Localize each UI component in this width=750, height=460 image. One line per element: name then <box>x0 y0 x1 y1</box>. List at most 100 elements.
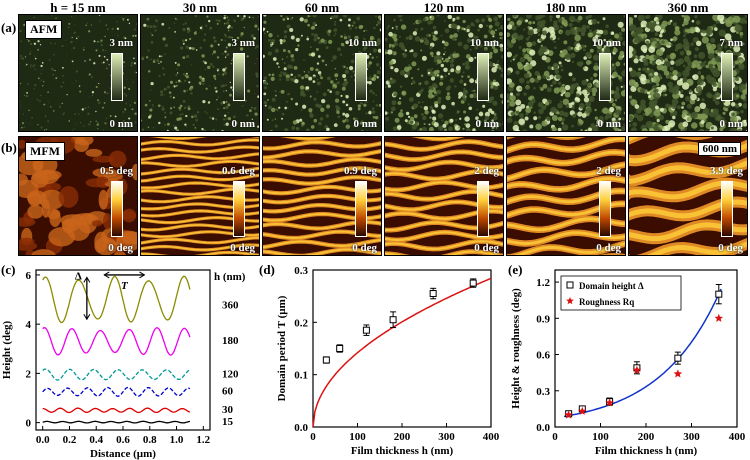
series-30-line <box>42 407 191 414</box>
mfm-image-1: 0.5 deg 0 deg MFM <box>18 136 138 256</box>
afm-min-label: 0 nm <box>353 118 377 130</box>
height-roughness-chart: 0 100 200 300 400 0.0 0.3 0.6 0.9 1.2 Domain heigh… <box>510 269 746 457</box>
mfm-min-label: 0 deg <box>230 242 255 254</box>
x-axis-label: Film thickness h (nm) <box>595 445 698 457</box>
legend-title: h (nm) <box>214 271 246 283</box>
mfm-min-label: 0 deg <box>474 242 499 254</box>
x-tick-label: 400 <box>483 431 500 443</box>
series-30-label: 30 <box>222 404 234 416</box>
y-tick-label: 0.1 <box>294 370 308 382</box>
height-point <box>674 354 682 362</box>
afm-max-label: 10 nm <box>591 37 621 49</box>
afm-min-label: 0 nm <box>475 118 499 130</box>
panel-d-label: (d) <box>259 262 275 277</box>
mfm-min-label: 0 deg <box>596 242 621 254</box>
x-tick-label: 200 <box>638 431 655 443</box>
y-axis-label: Domain period T (µm) <box>276 295 288 401</box>
data-point <box>429 290 437 298</box>
mfm-image-5: 2 deg 0 deg <box>506 136 626 256</box>
afm-image-2: 3 nm 0 nm <box>140 14 260 132</box>
header-h120: 120 nm <box>423 0 465 15</box>
afm-image-4: 10 nm 0 nm <box>384 14 504 132</box>
mfm-max-label: 2 deg <box>474 165 499 177</box>
data-point <box>362 326 370 334</box>
height-point <box>715 290 723 298</box>
y-tick-label: 0.9 <box>536 313 550 325</box>
series-15-line <box>42 420 191 424</box>
mfm-max-label: 2 deg <box>596 165 621 177</box>
afm-min-label: 0 nm <box>109 118 133 130</box>
mfm-max-label: 0.9 deg <box>344 165 377 177</box>
y-axis-label: Height & roughness (deg) <box>510 288 522 409</box>
x-axis-label: Distance (µm) <box>90 448 156 460</box>
y-tick-label: 6 <box>26 270 32 282</box>
afm-colorbar <box>477 53 489 101</box>
roughness-point <box>673 369 683 378</box>
x-tick-label: 0.4 <box>89 434 103 446</box>
afm-max-label: 3 nm <box>231 37 255 49</box>
afm-colorbar <box>599 53 611 101</box>
series-120-line <box>42 368 191 381</box>
x-tick-label: 300 <box>683 431 700 443</box>
afm-colorbar <box>355 53 367 101</box>
afm-colorbar <box>721 53 733 101</box>
x-tick-label: 400 <box>729 431 746 443</box>
roughness-point <box>605 398 614 407</box>
x-tick-label: 300 <box>438 431 455 443</box>
y-axis-label: Height (deg) <box>1 320 13 379</box>
mfm-image-3: 0.9 deg 0 deg <box>262 136 382 256</box>
panel-b-label: (b) <box>1 140 17 155</box>
afm-image-6: 7 nm 0 nm <box>628 14 748 132</box>
mfm-max-label: 0.6 deg <box>222 165 255 177</box>
y-tick-label: 4 <box>26 319 32 331</box>
series-120-label: 120 <box>222 368 239 380</box>
data-point <box>469 279 477 287</box>
y-tick-label: 0.0 <box>294 422 308 434</box>
data-point <box>389 316 397 324</box>
mfm-colorbar <box>233 181 245 237</box>
afm-max-label: 10 nm <box>469 37 499 49</box>
roughness-point <box>632 365 642 374</box>
legend-box <box>560 275 682 311</box>
height-profile-chart: 0.0 0.2 0.4 0.6 0.8 1.0 1.2 0 2 4 6 360 180 120 60 3015… <box>1 269 246 460</box>
mfm-image-2: 0.6 deg 0 deg <box>140 136 260 256</box>
header-h180: 180 nm <box>545 0 587 15</box>
mfm-colorbar <box>355 181 367 237</box>
afm-max-label: 3 nm <box>109 37 133 49</box>
header-h360: 360 nm <box>667 0 709 15</box>
afm-image-5: 10 nm 0 nm <box>506 14 626 132</box>
y-tick-label: 0.6 <box>536 350 550 362</box>
x-tick-label: 0.6 <box>116 434 130 446</box>
x-tick-label: 0.2 <box>63 434 77 446</box>
mfm-colorbar <box>721 181 733 237</box>
afm-min-label: 0 nm <box>597 118 621 130</box>
mfm-colorbar <box>599 181 611 237</box>
roughness-point <box>578 406 587 415</box>
delta-annotation: Δ <box>75 270 82 282</box>
header-h30: 30 nm <box>182 0 218 15</box>
x-axis-label: Film thickness h (nm) <box>351 445 454 457</box>
roughness-point <box>714 313 724 322</box>
mfm-max-label: 3.9 deg <box>710 165 743 177</box>
x-tick-label: 200 <box>394 431 411 443</box>
fit-curve <box>312 277 492 428</box>
mfm-min-label: 0 deg <box>108 242 133 254</box>
afm-image-3: 10 nm 0 nm <box>262 14 382 132</box>
afm-colorbar <box>111 53 123 101</box>
scale-bar-label: 600 nm <box>698 142 741 156</box>
panel-e-label: (e) <box>508 262 523 277</box>
afm-colorbar <box>233 53 245 101</box>
x-tick-label: 1.2 <box>196 434 210 446</box>
data-point <box>336 345 344 352</box>
x-tick-label: 1.0 <box>170 434 184 446</box>
period-annotation: T <box>121 280 129 292</box>
series-360-label: 360 <box>222 299 239 311</box>
header-h60: 60 nm <box>304 0 340 15</box>
series-60-label: 60 <box>222 386 234 398</box>
series-180-line <box>42 326 191 356</box>
series-60-line <box>42 386 191 397</box>
fit-curve <box>563 288 722 418</box>
header-h15: h = 15 nm <box>50 0 106 15</box>
afm-min-label: 0 nm <box>231 118 255 130</box>
x-tick-label: 100 <box>592 431 609 443</box>
